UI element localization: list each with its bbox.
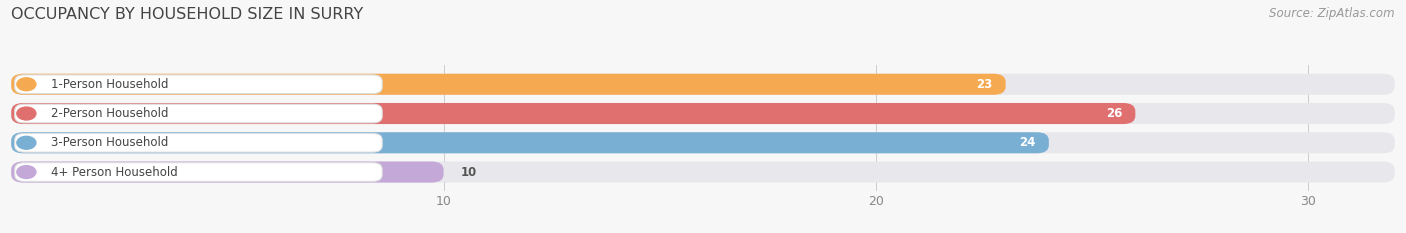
FancyBboxPatch shape: [11, 74, 1395, 95]
Text: Source: ZipAtlas.com: Source: ZipAtlas.com: [1270, 7, 1395, 20]
Text: 24: 24: [1019, 136, 1036, 149]
Text: 2-Person Household: 2-Person Household: [51, 107, 169, 120]
FancyBboxPatch shape: [11, 161, 444, 183]
Text: 1-Person Household: 1-Person Household: [51, 78, 169, 91]
FancyBboxPatch shape: [14, 163, 382, 182]
Text: 4+ Person Household: 4+ Person Household: [51, 165, 177, 178]
FancyBboxPatch shape: [11, 103, 1395, 124]
FancyBboxPatch shape: [11, 103, 1136, 124]
FancyBboxPatch shape: [14, 134, 382, 152]
FancyBboxPatch shape: [11, 74, 1005, 95]
FancyBboxPatch shape: [14, 104, 382, 123]
Circle shape: [17, 107, 37, 120]
FancyBboxPatch shape: [11, 132, 1049, 153]
Text: 26: 26: [1107, 107, 1122, 120]
Text: 3-Person Household: 3-Person Household: [51, 136, 169, 149]
Circle shape: [17, 136, 37, 149]
Text: OCCUPANCY BY HOUSEHOLD SIZE IN SURRY: OCCUPANCY BY HOUSEHOLD SIZE IN SURRY: [11, 7, 364, 22]
Text: 10: 10: [461, 165, 477, 178]
FancyBboxPatch shape: [11, 161, 1395, 183]
Circle shape: [17, 78, 37, 91]
Text: 23: 23: [976, 78, 993, 91]
Circle shape: [17, 166, 37, 178]
FancyBboxPatch shape: [11, 132, 1395, 153]
FancyBboxPatch shape: [14, 75, 382, 94]
